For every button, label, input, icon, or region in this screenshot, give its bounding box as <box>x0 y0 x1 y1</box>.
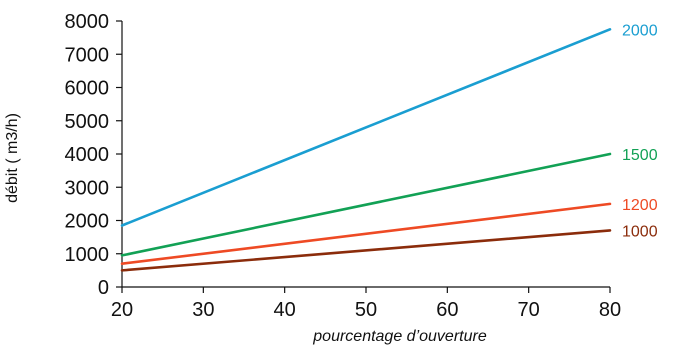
y-tick-label: 4000 <box>65 144 110 166</box>
y-tick-label: 8000 <box>65 11 110 33</box>
series-label-1500: 1500 <box>622 147 658 164</box>
series-label-1200: 1200 <box>622 197 658 214</box>
series-line-1200 <box>120 202 612 266</box>
y-axis-ticks: 0 1000 2000 3000 4000 5000 6000 7000 8000 <box>65 11 122 299</box>
y-axis-label: débit ( m3/h) <box>4 113 21 203</box>
x-tick-label: 80 <box>599 299 621 321</box>
y-tick-label: 5000 <box>65 111 110 133</box>
x-tick-label: 60 <box>436 299 458 321</box>
y-tick-label: 2000 <box>65 211 110 233</box>
series-line-1000 <box>120 229 612 272</box>
x-axis-ticks: 20 30 40 50 60 70 80 <box>111 287 621 321</box>
series-labels: 2000 1500 1200 1000 <box>622 22 658 240</box>
x-tick-label: 20 <box>111 299 133 321</box>
x-tick-label: 40 <box>274 299 296 321</box>
series-line-2000 <box>120 28 612 227</box>
x-tick-label: 30 <box>192 299 214 321</box>
series-line-1500 <box>120 152 612 257</box>
y-tick-label: 0 <box>98 277 109 299</box>
y-tick-label: 6000 <box>65 78 110 100</box>
y-tick-label: 7000 <box>65 44 110 66</box>
y-tick-label: 3000 <box>65 177 110 199</box>
x-axis-label: pourcentage d’ouverture <box>312 328 487 345</box>
axes <box>121 21 610 288</box>
y-tick-label: 1000 <box>65 244 110 266</box>
x-tick-label: 50 <box>355 299 377 321</box>
series-label-2000: 2000 <box>622 22 658 39</box>
series-label-1000: 1000 <box>622 223 658 240</box>
x-tick-label: 70 <box>518 299 540 321</box>
series-lines <box>120 28 612 272</box>
